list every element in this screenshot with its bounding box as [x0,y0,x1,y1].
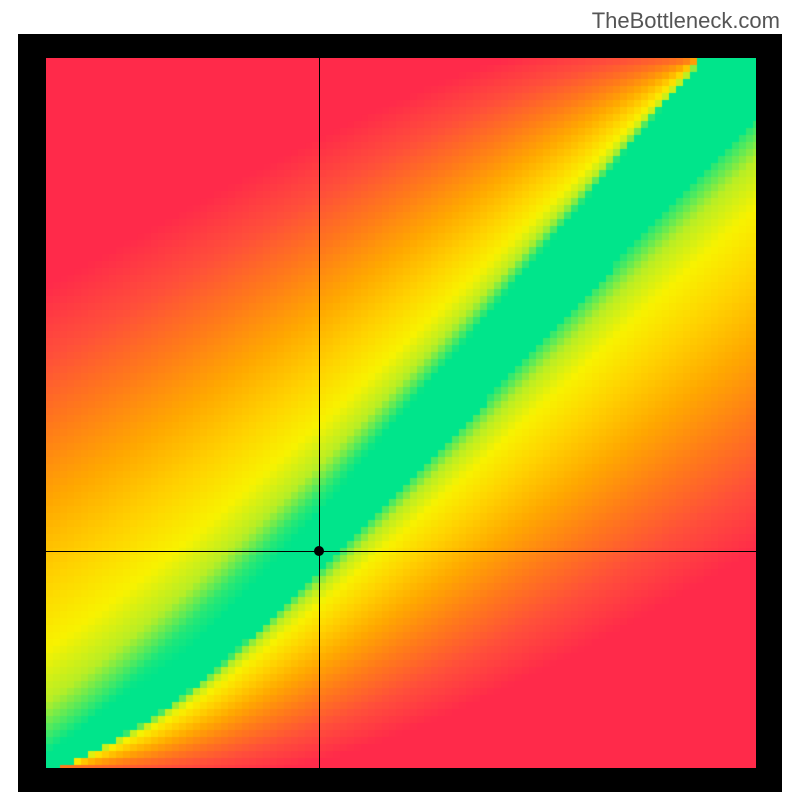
crosshair-horizontal [46,551,756,552]
selected-point-marker [314,546,324,556]
heatmap-canvas [46,58,756,768]
chart-plot-area [46,58,756,768]
chart-container: TheBottleneck.com [0,0,800,800]
chart-frame [18,34,782,792]
watermark-text: TheBottleneck.com [592,8,780,34]
crosshair-vertical [319,58,320,768]
